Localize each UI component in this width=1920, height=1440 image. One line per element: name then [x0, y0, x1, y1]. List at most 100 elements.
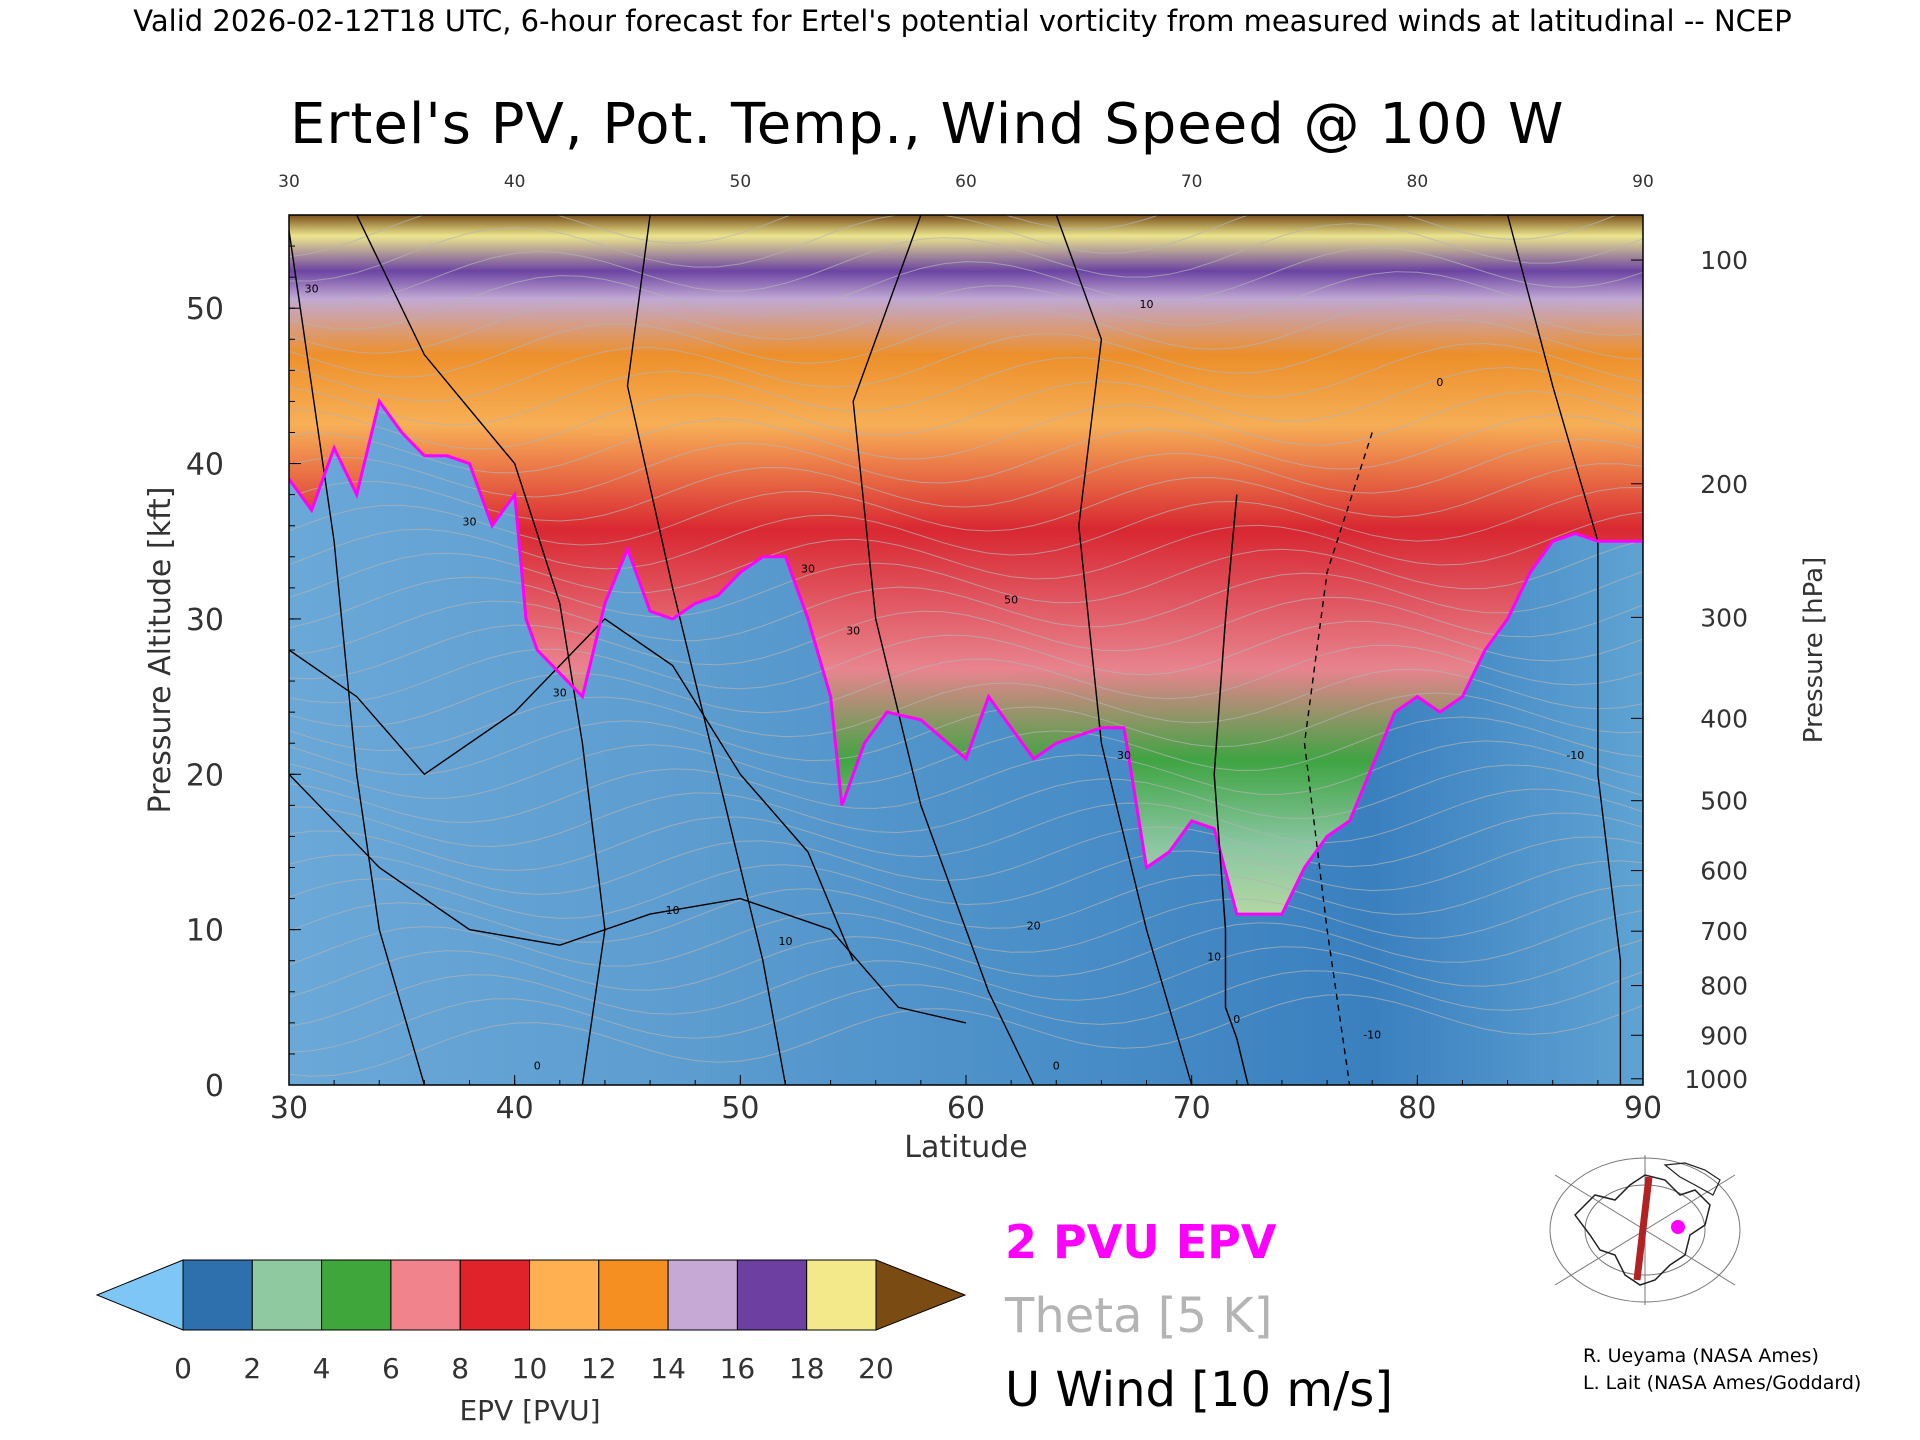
- colorbar-tick-label: 0: [174, 1352, 192, 1385]
- pressure-tick-label: 700: [1700, 917, 1748, 946]
- wind-contour-label: 30: [463, 516, 477, 529]
- wind-contour-label: 0: [1436, 376, 1443, 389]
- pressure-tick-label: 900: [1700, 1021, 1748, 1050]
- colorbar-segment: [390, 1259, 461, 1331]
- theta-contour: [289, 463, 1643, 546]
- colorbar-under-triangle: [95, 1259, 184, 1331]
- wind-contour-line: [1303, 432, 1373, 1085]
- colorbar-segment: [598, 1259, 669, 1331]
- x-top-tick-label: 30: [278, 172, 300, 192]
- y-axis: 0 10 20 30 40 50: [186, 214, 301, 1104]
- inset-cross-section-line: [1633, 1176, 1653, 1281]
- theta-contour: [289, 994, 1643, 1077]
- x-top-tick-label: 40: [504, 172, 526, 192]
- x-top-tick-label: 90: [1632, 172, 1654, 192]
- wind-contour-label: -10: [1363, 1028, 1381, 1041]
- theta-contour: [289, 909, 1643, 998]
- wind-contour-line: [1055, 215, 1193, 1085]
- y-tick-label: 30: [186, 603, 224, 638]
- theta-contour: [289, 836, 1643, 919]
- colorbar-segment: [251, 1259, 323, 1331]
- x-top-tick-label: 80: [1407, 172, 1429, 192]
- colorbar-tick-label: 6: [382, 1352, 400, 1385]
- pressure-tick-label: 100: [1700, 246, 1748, 275]
- pressure-tick-label: 600: [1700, 857, 1748, 886]
- wind-contours: [289, 215, 1622, 1085]
- theta-contour: [289, 511, 1643, 598]
- theta-contour: [289, 539, 1643, 629]
- theta-contour: [289, 812, 1643, 896]
- x-tick-label: 70: [1173, 1091, 1211, 1126]
- wind-contour-labels: 30 30 30 10 30 30 50 30 10 10 0 0 -10 -10 0 0 10 20: [305, 283, 1585, 1073]
- theta-contour: [289, 860, 1643, 943]
- theta-contour: [289, 970, 1643, 1053]
- wind-contour-label: 0: [1053, 1060, 1060, 1073]
- theta-contour: [289, 788, 1643, 872]
- y-tick-label: 10: [186, 914, 224, 949]
- x-tick-label: 80: [1398, 1091, 1436, 1126]
- y-axis-label: Pressure Altitude [kft]: [143, 487, 178, 814]
- theta-contour: [289, 271, 1643, 354]
- wind-contour-label: 30: [846, 625, 860, 638]
- wind-contour-label: 10: [779, 935, 793, 948]
- wind-contour-line: [1506, 215, 1622, 1085]
- theta-contour: [289, 939, 1643, 1027]
- theta-contour: [289, 716, 1643, 799]
- credit-line-2: L. Lait (NASA Ames/Goddard): [1583, 1372, 1862, 1394]
- colorbar-tick-label: 18: [789, 1352, 825, 1385]
- theta-contour: [289, 884, 1643, 967]
- colorbar-segment: [321, 1259, 392, 1331]
- legend-pv: 2 PVU EPV: [1005, 1215, 1277, 1269]
- x-tick-label: 60: [947, 1091, 985, 1126]
- theta-contour: [289, 487, 1643, 570]
- top-banner: Valid 2026-02-12T18 UTC, 6-hour forecast…: [133, 4, 1792, 38]
- inset-coastline: [1574, 1174, 1711, 1286]
- theta-contour: [289, 366, 1643, 450]
- y-tick-label: 40: [186, 448, 224, 483]
- colorbar-tick-label: 4: [313, 1352, 331, 1385]
- y-tick-label: 50: [186, 292, 224, 327]
- theta-contour: [289, 223, 1643, 306]
- colorbar-segment: [182, 1259, 253, 1331]
- theta-contour: [289, 319, 1643, 402]
- theta-contour: [289, 740, 1643, 823]
- x-axis-label: Latitude: [904, 1130, 1027, 1165]
- stratosphere-fill: [289, 215, 1643, 915]
- colorbar-segment: [529, 1259, 600, 1331]
- wind-contour-line: [626, 215, 787, 1085]
- colorbar-tick-label: 16: [720, 1352, 756, 1385]
- x-top-tick-label: 70: [1181, 172, 1203, 192]
- credit-line-1: R. Ueyama (NASA Ames): [1583, 1345, 1819, 1367]
- theta-contour: [289, 247, 1643, 330]
- zero-wind-contour: [1213, 494, 1249, 1085]
- x-axis: 30 30 40 40 50 50 60 60 70 70 80 80 90 90: [270, 172, 1662, 1126]
- legend-wind: U Wind [10 m/s]: [1005, 1362, 1394, 1418]
- inset-location-dot: [1671, 1220, 1685, 1234]
- theta-contour: [289, 668, 1643, 752]
- theta-contour: [289, 571, 1643, 656]
- pressure-tick-label: 400: [1700, 704, 1748, 733]
- pressure-tick-label: 500: [1700, 787, 1748, 816]
- pressure-tick-label: 300: [1700, 603, 1748, 632]
- theta-contour: [289, 390, 1643, 474]
- theta-contour: [289, 295, 1643, 378]
- two-pvu-contour: [289, 397, 1643, 916]
- theta-contour: [289, 596, 1643, 680]
- pressure-tick-label: 200: [1700, 470, 1748, 499]
- wind-contour-label: 20: [1027, 920, 1041, 933]
- colorbar-over-triangle: [875, 1259, 967, 1331]
- wind-contour-line: [852, 215, 1035, 1085]
- legend-theta: Theta [5 K]: [1005, 1288, 1273, 1344]
- theta-contours: [289, 215, 1643, 1077]
- y-tick-label: 0: [205, 1069, 224, 1104]
- theta-contour: [289, 764, 1643, 848]
- x-tick-label: 90: [1624, 1091, 1662, 1126]
- colorbar-label: EPV [PVU]: [459, 1394, 600, 1427]
- colorbar-tick-label: 8: [451, 1352, 469, 1385]
- colorbar-tick-label: 2: [243, 1352, 261, 1385]
- wind-contour-label: 30: [1117, 749, 1131, 762]
- colorbar-tick-label: 20: [858, 1352, 894, 1385]
- wind-contour-label: 10: [1207, 951, 1221, 964]
- pressure-tick-label: 1000: [1684, 1065, 1748, 1094]
